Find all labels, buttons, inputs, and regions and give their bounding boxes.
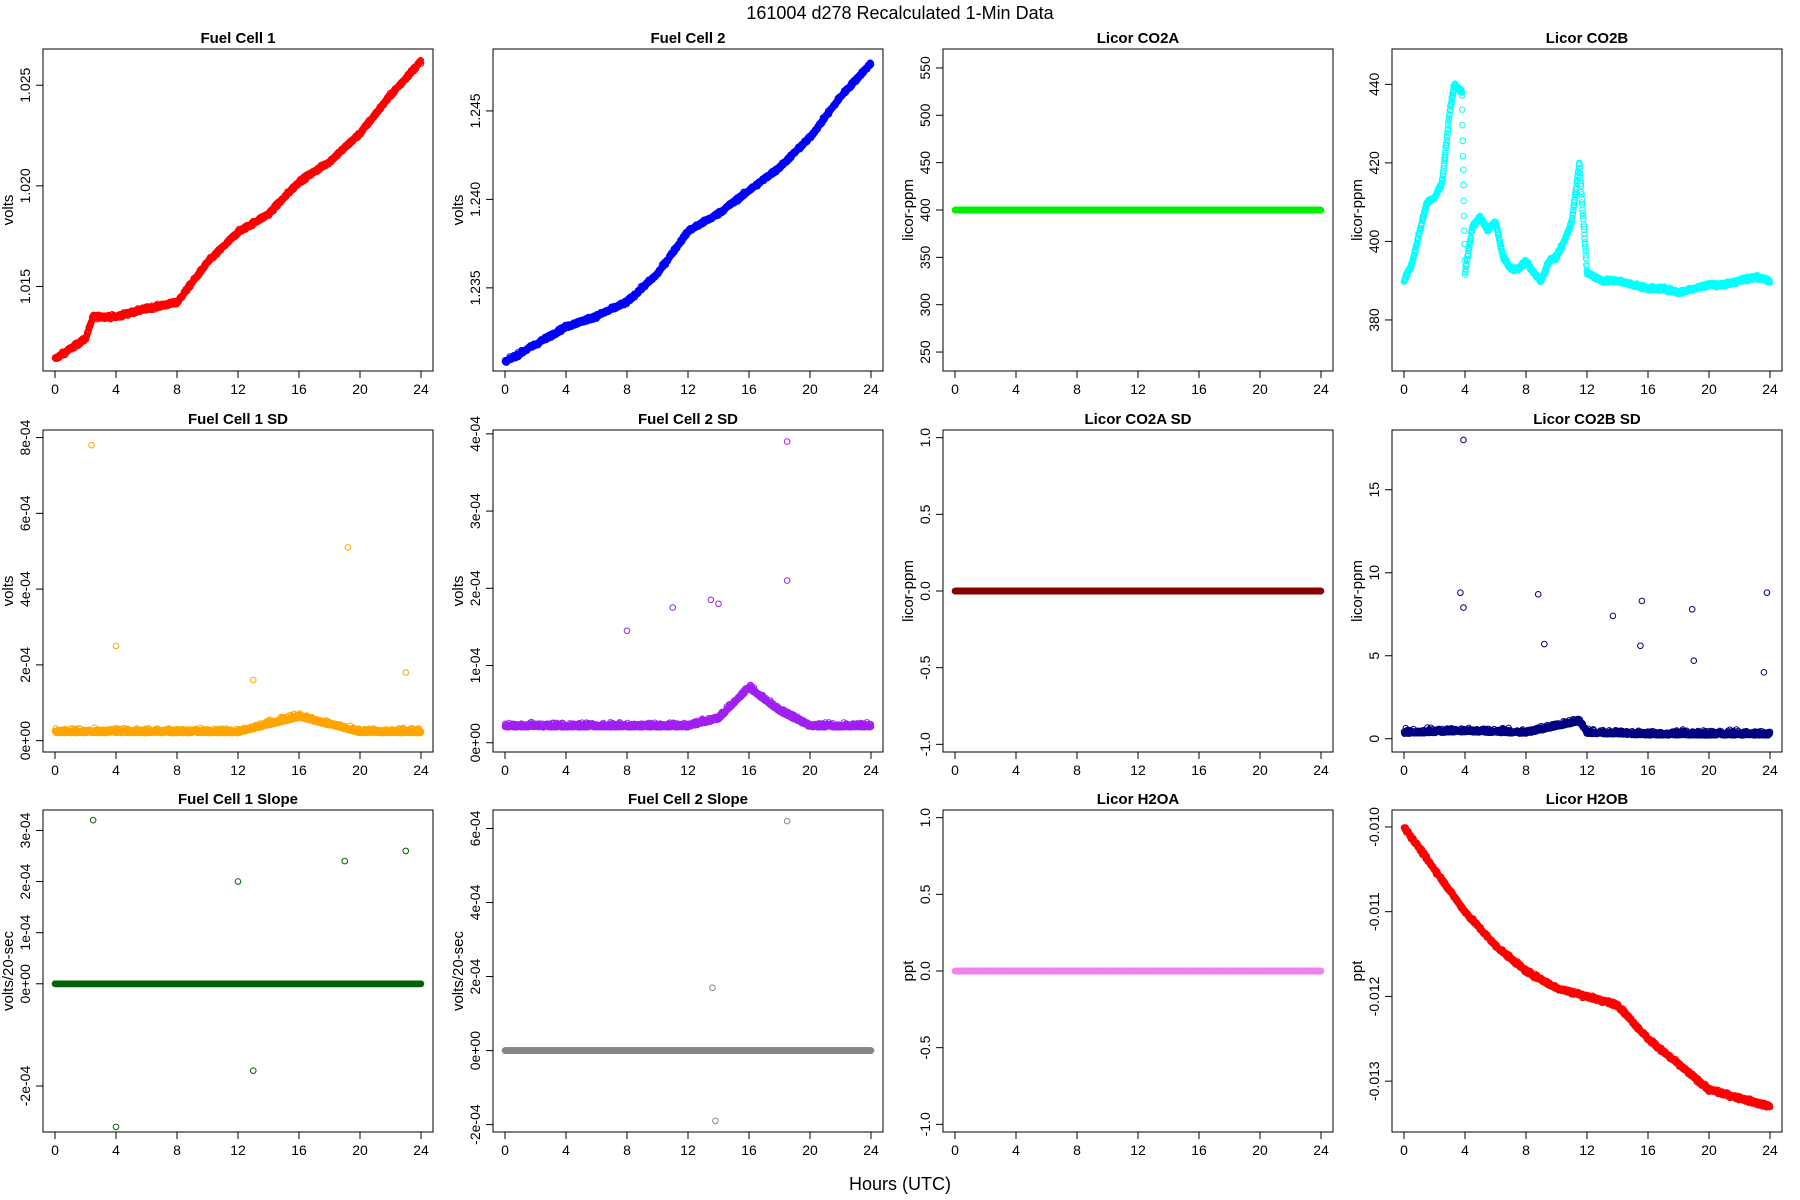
x-tick-label: 0 xyxy=(51,381,59,397)
y-tick-label: 350 xyxy=(917,245,933,269)
panel-title: Fuel Cell 2 xyxy=(650,30,725,47)
x-tick-label: 24 xyxy=(1762,381,1778,397)
figure-xlabel: Hours (UTC) xyxy=(849,1174,951,1194)
y-tick-label: 300 xyxy=(917,293,933,317)
x-tick-label: 8 xyxy=(1522,381,1530,397)
plot-frame xyxy=(493,49,883,371)
x-tick-label: 0 xyxy=(951,381,959,397)
x-tick-label: 0 xyxy=(1400,381,1408,397)
y-axis-label: licor-ppm xyxy=(1349,179,1366,241)
x-tick-label: 4 xyxy=(1012,381,1020,397)
panel-title: Licor CO2A xyxy=(1097,30,1180,47)
data-point xyxy=(1460,138,1466,144)
panel-title: Licor CO2B xyxy=(1546,30,1629,47)
y-tick-label: 500 xyxy=(917,103,933,127)
x-tick-label: 24 xyxy=(863,381,879,397)
y-tick-label: 420 xyxy=(1366,151,1382,175)
x-tick-label: 12 xyxy=(230,381,246,397)
y-tick-label: 1.020 xyxy=(17,168,33,203)
x-tick-label: 4 xyxy=(112,381,120,397)
chart-grid: Fuel Cell 1 0 4 8 12 16 20 24 1.015 1.020 1.025 vol… xyxy=(0,30,1782,1158)
panel-2: Licor CO2A 0 4 8 12 16 20 24 250 300 350 400 450 500 5… xyxy=(900,30,1333,397)
x-tick-label: 12 xyxy=(680,381,696,397)
y-tick-label: 1.235 xyxy=(467,270,483,305)
data-point xyxy=(1460,153,1466,159)
y-tick-label: 1.025 xyxy=(17,68,33,103)
x-tick-label: 8 xyxy=(1073,381,1081,397)
x-tick-label: 0 xyxy=(501,381,509,397)
data-point xyxy=(1460,122,1466,128)
x-tick-label: 20 xyxy=(802,381,818,397)
figure-title: 161004 d278 Recalculated 1-Min Data xyxy=(746,3,1054,23)
x-tick-label: 4 xyxy=(562,381,570,397)
x-tick-label: 12 xyxy=(1130,381,1146,397)
y-tick-label: 400 xyxy=(1366,230,1382,254)
y-tick-label: 440 xyxy=(1366,72,1382,96)
data-point xyxy=(1461,182,1467,188)
x-tick-label: 16 xyxy=(291,381,307,397)
y-axis-label: volts xyxy=(0,195,17,226)
panel-title: Fuel Cell 1 xyxy=(200,30,275,47)
y-tick-label: 380 xyxy=(1366,308,1382,332)
y-axis-label: volts xyxy=(450,195,467,226)
data-point xyxy=(1459,107,1465,113)
data-series xyxy=(1401,81,1773,296)
x-tick-label: 8 xyxy=(623,381,631,397)
x-tick-label: 20 xyxy=(1701,381,1717,397)
y-tick-label: 1.015 xyxy=(17,269,33,304)
data-point xyxy=(1461,228,1467,234)
data-point xyxy=(1461,198,1467,204)
data-point xyxy=(1461,213,1467,219)
panel-1: Fuel Cell 2 0 4 8 12 16 20 24 1.235 1.240 1.245 vol… xyxy=(450,30,883,397)
data-point xyxy=(1460,167,1466,173)
y-tick-label: 250 xyxy=(917,340,933,364)
x-tick-label: 8 xyxy=(173,381,181,397)
x-tick-label: 20 xyxy=(352,381,368,397)
panel-0: Fuel Cell 1 0 4 8 12 16 20 24 1.015 1.020 1.025 vol… xyxy=(0,30,433,397)
y-tick-label: 550 xyxy=(917,56,933,80)
panel-3: Licor CO2B 0 4 8 12 16 20 24 380 400 420 440 licor-p… xyxy=(1349,30,1782,397)
plot-frame xyxy=(43,49,433,371)
y-axis-label: licor-ppm xyxy=(900,179,917,241)
x-tick-label: 20 xyxy=(1252,381,1268,397)
x-tick-label: 16 xyxy=(1191,381,1207,397)
x-tick-label: 12 xyxy=(1579,381,1595,397)
data-series xyxy=(52,57,424,361)
y-tick-label: 1.245 xyxy=(467,93,483,128)
data-series xyxy=(502,60,874,365)
y-tick-label: 450 xyxy=(917,151,933,175)
x-tick-label: 16 xyxy=(741,381,757,397)
x-tick-label: 16 xyxy=(1640,381,1656,397)
data-series xyxy=(952,207,1324,213)
x-tick-label: 4 xyxy=(1461,381,1469,397)
y-tick-label: 400 xyxy=(917,198,933,222)
x-tick-label: 24 xyxy=(1313,381,1329,397)
x-tick-label: 24 xyxy=(413,381,429,397)
y-tick-label: 1.240 xyxy=(467,182,483,217)
